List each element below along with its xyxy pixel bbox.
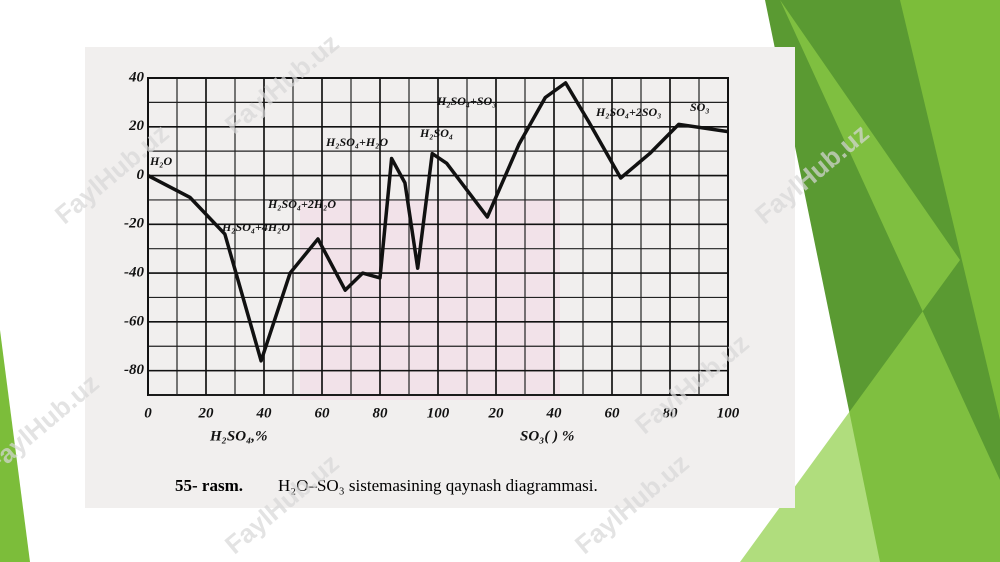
caption: H₂O–SO₃ sistemasining qaynash diagrammas…	[278, 476, 598, 495]
decor-green-light	[900, 0, 1000, 420]
y-tick-label: 40	[128, 69, 145, 85]
annotation: H₂SO₄+4H₂O	[221, 220, 290, 234]
y-tick-label: -80	[124, 362, 144, 378]
y-tick-label: -60	[124, 313, 144, 329]
annotation: H₂SO₄+SO₃	[436, 94, 496, 108]
y-tick-label: 20	[128, 118, 145, 134]
x-label-2: SO₃( ) %	[520, 428, 574, 444]
annotation: H₂SO₄+2H₂O	[267, 197, 336, 211]
y-tick-label: 0	[137, 167, 145, 183]
x-tick-label: 40	[256, 405, 273, 421]
y-tick-label: -20	[124, 216, 144, 232]
annotation: H₂SO₄+H₂O	[325, 135, 388, 149]
y-tick-label: -40	[124, 265, 144, 281]
annotation: SO₃	[690, 100, 710, 114]
decor-left	[0, 330, 30, 562]
caption-number: 55- rasm.	[175, 476, 243, 495]
x-tick-label: 20	[488, 405, 505, 421]
x-tick-label: 20	[198, 405, 215, 421]
x-tick-label: 40	[546, 405, 563, 421]
curve	[147, 81, 729, 363]
annotation: H₂SO₄+2SO₃	[595, 105, 661, 119]
decor-green-2	[740, 0, 1000, 562]
annotation: H₂O	[149, 154, 173, 168]
x-tick-label: 60	[315, 405, 331, 421]
x-label: H₂SO₄,%	[209, 428, 268, 444]
image-tint	[300, 200, 560, 400]
x-tick-label: 80	[663, 405, 679, 421]
x-tick-label: 80	[373, 405, 389, 421]
x-tick-label: 100	[717, 405, 740, 421]
x-tick-label: 0	[144, 405, 152, 421]
annotation: H₂SO₄	[419, 126, 453, 140]
x-tick-label: 60	[605, 405, 621, 421]
x-tick-label: 100	[427, 405, 450, 421]
